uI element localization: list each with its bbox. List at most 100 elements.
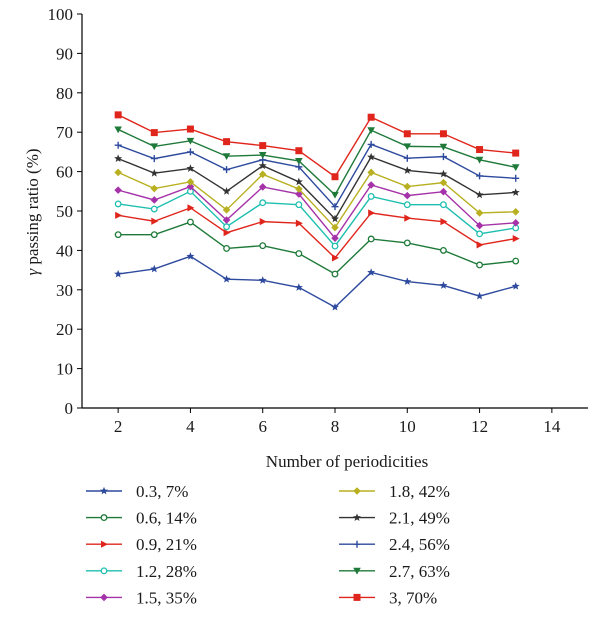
data-point: [295, 250, 303, 258]
x-tick-label: 6: [258, 417, 267, 436]
data-point: [476, 146, 484, 154]
data-point: [150, 231, 158, 239]
legend-item: 2.7, 63%: [339, 562, 450, 581]
axes: [77, 13, 588, 413]
data-point: [114, 141, 122, 149]
x-tick-label: 4: [186, 417, 195, 436]
data-point: [403, 166, 412, 174]
legend-marker: [353, 487, 361, 495]
data-point: [186, 178, 195, 186]
data-point: [439, 153, 447, 161]
legend-item: 3, 70%: [339, 588, 437, 607]
data-point: [258, 276, 267, 284]
data-point: [223, 229, 231, 237]
data-point: [476, 241, 484, 249]
data-point: [367, 235, 375, 243]
data-point: [295, 157, 303, 165]
data-point: [259, 199, 267, 207]
data-point: [476, 261, 484, 269]
series-line: [118, 221, 516, 275]
data-point: [115, 211, 123, 219]
series-line: [117, 114, 516, 178]
data-point: [368, 209, 376, 217]
legend-item: 1.5, 35%: [86, 588, 197, 607]
data-point: [475, 156, 484, 164]
data-point: [150, 264, 159, 273]
data-point: [439, 169, 448, 178]
data-point: [258, 170, 267, 179]
data-point: [331, 203, 339, 211]
y-axis-label-greek: γ: [23, 268, 42, 276]
y-tick-label: 100: [48, 5, 74, 24]
data-point: [331, 214, 339, 223]
data-point: [512, 149, 520, 157]
legend-label: 2.4, 56%: [389, 535, 450, 554]
data-point: [367, 181, 375, 189]
data-point: [186, 125, 194, 133]
data-point: [331, 191, 339, 199]
data-point: [367, 140, 375, 148]
data-point: [367, 268, 376, 276]
data-point: [512, 257, 520, 265]
data-point: [511, 207, 520, 216]
data-point: [295, 147, 303, 155]
series-line: [118, 190, 516, 248]
legend-item: 2.1, 49%: [339, 509, 450, 528]
series-1: [114, 252, 520, 311]
data-point: [476, 230, 484, 238]
legend-marker: [100, 593, 108, 602]
series-line: [117, 156, 516, 221]
data-point: [150, 168, 159, 177]
y-axis-label-rest: passing ratio (%): [23, 148, 42, 268]
data-point: [223, 166, 231, 174]
legend-label: 3, 70%: [389, 588, 437, 607]
data-point: [332, 254, 339, 262]
data-point: [222, 274, 231, 283]
legend-marker: [353, 567, 361, 575]
data-point: [439, 178, 448, 187]
legend-label: 1.5, 35%: [136, 588, 197, 607]
series-lines: [114, 111, 520, 311]
data-point: [403, 191, 412, 200]
legend-marker: [353, 593, 361, 601]
data-point: [186, 182, 195, 191]
y-tick-label: 50: [56, 202, 73, 221]
data-point: [511, 219, 520, 227]
data-point: [331, 173, 339, 181]
data-point: [367, 168, 375, 177]
legend-item: 1.8, 42%: [339, 482, 450, 501]
data-point: [294, 283, 303, 291]
data-point: [367, 192, 375, 200]
y-tick-label: 20: [56, 320, 73, 339]
y-tick-label: 80: [56, 84, 73, 103]
data-point: [403, 277, 412, 285]
data-point: [295, 219, 303, 227]
data-point: [114, 126, 122, 134]
data-point: [114, 200, 122, 208]
data-point: [223, 138, 231, 146]
data-point: [150, 129, 158, 137]
data-point: [259, 218, 267, 226]
data-point: [403, 239, 411, 247]
legend-label: 0.9, 21%: [136, 535, 197, 554]
data-point: [222, 216, 231, 224]
data-point: [295, 185, 303, 193]
data-point: [439, 201, 447, 209]
data-point: [331, 242, 339, 250]
legend-marker: [100, 567, 108, 575]
series-2: [114, 218, 520, 278]
data-point: [151, 217, 159, 225]
data-point: [403, 130, 411, 138]
data-point: [114, 269, 123, 278]
data-point: [439, 187, 448, 196]
y-tick-label: 60: [56, 163, 73, 182]
series-10: [114, 111, 520, 181]
data-point: [114, 168, 122, 177]
y-tick-label: 90: [56, 44, 73, 63]
data-point: [512, 234, 520, 243]
data-point: [186, 218, 194, 226]
y-tick-label: 70: [56, 123, 73, 142]
data-point: [186, 148, 194, 156]
data-point: [223, 244, 231, 252]
